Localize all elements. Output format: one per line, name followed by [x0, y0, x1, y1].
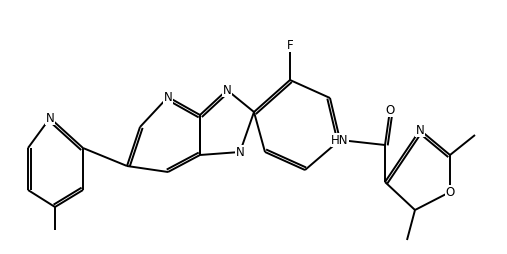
Text: HN: HN	[331, 134, 349, 147]
Text: N: N	[164, 90, 172, 103]
Text: O: O	[385, 103, 394, 117]
Text: N: N	[223, 84, 231, 97]
Text: F: F	[286, 39, 294, 52]
Text: N: N	[46, 112, 54, 124]
Text: N: N	[236, 146, 244, 158]
Text: O: O	[445, 185, 455, 198]
Text: N: N	[416, 123, 424, 136]
